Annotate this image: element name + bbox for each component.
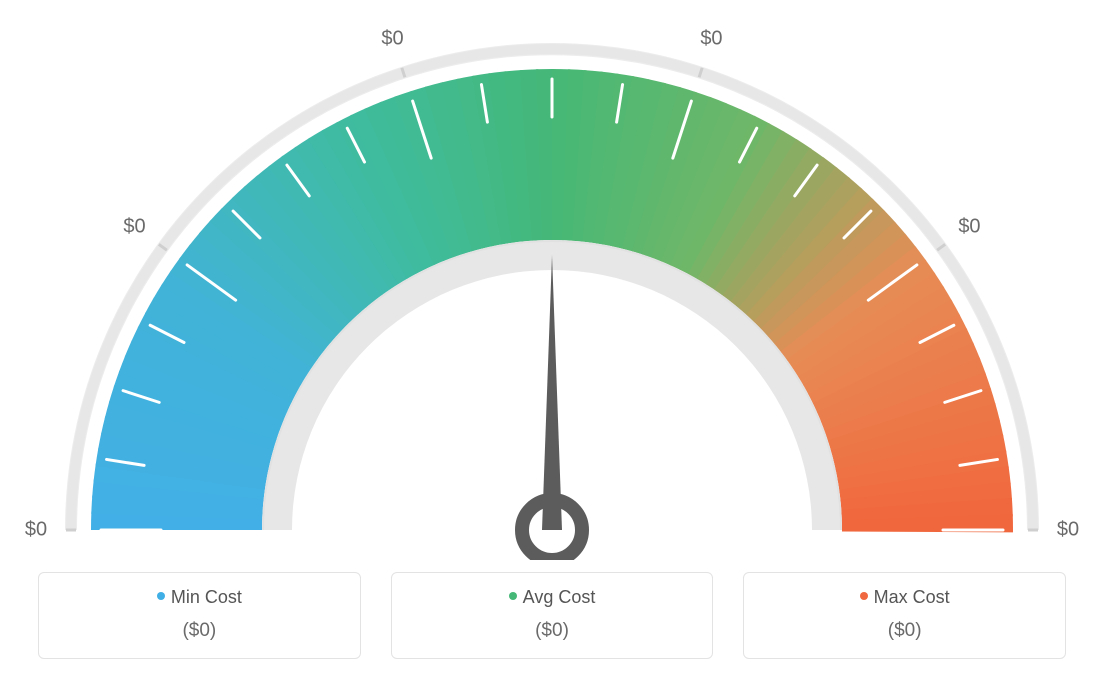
legend-dot-min [157, 592, 165, 600]
legend-row: Min Cost ($0) Avg Cost ($0) Max Cost ($0… [38, 572, 1066, 659]
legend-card-max: Max Cost ($0) [743, 572, 1066, 659]
chart-container: $0 $0 $0 $0 $0 $0 Min Cost ($0) Avg Cost ($0)… [0, 0, 1104, 690]
legend-label-avg: Avg Cost [523, 587, 596, 607]
gauge-tick-label: $0 [25, 519, 47, 542]
legend-title-max: Max Cost [754, 587, 1055, 608]
legend-value-max: ($0) [754, 620, 1055, 642]
legend-title-min: Min Cost [49, 587, 350, 608]
legend-label-min: Min Cost [171, 587, 242, 607]
gauge-svg [0, 0, 1104, 560]
gauge-chart: $0 $0 $0 $0 $0 $0 [0, 0, 1104, 560]
legend-value-avg: ($0) [402, 620, 703, 642]
legend-card-min: Min Cost ($0) [38, 572, 361, 659]
legend-dot-max [860, 592, 868, 600]
gauge-tick-label: $0 [700, 28, 722, 51]
legend-label-max: Max Cost [874, 587, 950, 607]
legend-value-min: ($0) [49, 620, 350, 642]
gauge-tick-label: $0 [1057, 519, 1079, 542]
legend-dot-avg [509, 592, 517, 600]
legend-title-avg: Avg Cost [402, 587, 703, 608]
gauge-tick-label: $0 [123, 215, 145, 238]
legend-card-avg: Avg Cost ($0) [391, 572, 714, 659]
gauge-tick-label: $0 [381, 28, 403, 51]
gauge-tick-label: $0 [958, 215, 980, 238]
